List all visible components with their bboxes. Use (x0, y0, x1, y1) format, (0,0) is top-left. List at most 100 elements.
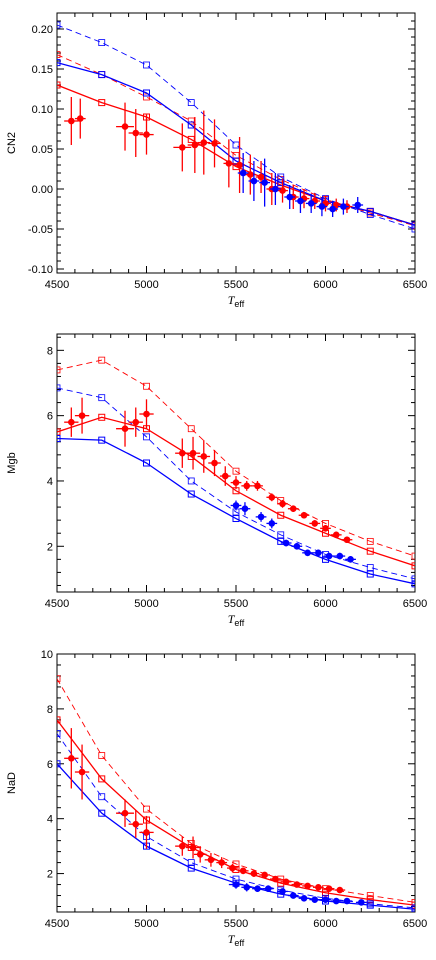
data-point-blue (315, 549, 322, 557)
data-point-blue (347, 556, 354, 563)
model-line-red-dashed (57, 359, 415, 557)
data-point-red (247, 171, 254, 178)
data-point-red (179, 144, 186, 151)
data-point-blue (336, 552, 344, 560)
data-point-red (343, 536, 351, 544)
data-point-red (257, 173, 265, 181)
model-marker-blue (98, 809, 106, 817)
data-point-blue (343, 897, 351, 905)
data-point-blue (325, 552, 333, 560)
x-tick-label: 6500 (403, 279, 427, 291)
y-tick-label: 4 (47, 476, 53, 488)
model-marker-red (57, 428, 61, 436)
y-tick-label: 4 (47, 814, 53, 826)
data-point-blue (354, 201, 362, 209)
data-point-blue (289, 892, 297, 899)
data-point-red (196, 851, 204, 858)
data-point-red (239, 867, 247, 875)
model-marker-blue (411, 575, 415, 583)
y-tick-label: -0.10 (28, 264, 53, 276)
model-marker-blue (98, 394, 106, 402)
data-point-red (78, 412, 86, 419)
data-point-blue (268, 520, 276, 527)
model-line-red-dashed (57, 678, 415, 903)
model-marker-red (57, 51, 61, 58)
data-point-red (332, 531, 340, 539)
data-point-blue (239, 169, 247, 177)
data-point-red (218, 859, 225, 866)
model-marker-blue (366, 570, 374, 578)
data-point-red (189, 844, 197, 851)
data-point-red (143, 829, 150, 836)
plot-frame (56, 653, 416, 913)
model-marker-blue (366, 900, 374, 908)
data-point-red (132, 418, 140, 426)
y-tick-label: 2 (47, 541, 53, 553)
model-line-blue-dashed (57, 24, 415, 230)
data-point-blue (318, 203, 326, 210)
x-tick-label: 4500 (45, 598, 69, 610)
data-point-red (232, 479, 240, 486)
y-tick-label: 2 (47, 869, 53, 881)
data-point-blue (311, 896, 319, 903)
model-marker-red (366, 537, 374, 545)
data-point-red (191, 141, 199, 149)
data-point-red (315, 883, 322, 891)
data-point-red (289, 505, 297, 513)
data-point-red (293, 881, 301, 888)
data-point-blue (329, 205, 336, 213)
model-marker-blue (57, 384, 61, 392)
data-point-red (211, 459, 218, 467)
data-point-blue (250, 177, 258, 185)
data-point-red (207, 856, 215, 864)
model-marker-red (411, 562, 415, 570)
data-point-red (221, 472, 229, 480)
model-marker-red (366, 892, 374, 899)
x-tick-label: 4500 (45, 918, 69, 930)
data-point-red (200, 139, 208, 146)
y-tick-label: 0.10 (32, 104, 53, 116)
plot-frame (56, 12, 416, 274)
data-point-blue (261, 179, 268, 186)
model-marker-blue (57, 760, 61, 768)
data-point-red (132, 129, 140, 137)
model-marker-blue (187, 99, 195, 106)
x-tick-label: 6000 (313, 918, 337, 930)
x-tick-label: 5500 (224, 598, 248, 610)
data-point-blue (232, 502, 240, 509)
x-tick-label: 5000 (134, 598, 158, 610)
model-marker-blue (411, 904, 415, 912)
model-marker-red (143, 382, 150, 390)
data-point-red (325, 885, 333, 892)
plot-area (57, 675, 415, 912)
data-point-red (121, 425, 129, 433)
data-point-red (78, 768, 86, 776)
model-marker-blue (57, 59, 61, 67)
chart-panel-1: 4500 5000 5500 6000 6500 -0.10 -0.05 0.00 0.05 0.… (6, 12, 427, 309)
model-marker-blue (232, 515, 240, 523)
x-tick-label: 6500 (403, 598, 427, 610)
model-marker-blue (57, 21, 61, 29)
model-marker-red (143, 805, 150, 813)
model-marker-blue (277, 173, 285, 181)
model-marker-red (98, 413, 106, 421)
model-marker-blue (187, 864, 195, 872)
data-point-red (68, 117, 75, 125)
data-point-red (261, 871, 268, 879)
model-marker-blue (366, 564, 374, 571)
model-marker-red (98, 775, 106, 783)
model-marker-red (98, 99, 106, 107)
model-line-red-solid (57, 416, 415, 567)
x-axis-label: Teff (228, 612, 245, 628)
data-point-blue (272, 185, 279, 193)
data-point-blue (282, 539, 290, 547)
data-point-red (272, 875, 279, 883)
model-line-red-solid (57, 84, 415, 226)
model-line-red-dashed (57, 54, 415, 227)
x-tick-label: 5000 (134, 918, 158, 930)
data-point-blue (304, 549, 311, 557)
data-point-red (236, 161, 243, 169)
data-point-blue (340, 203, 347, 210)
model-marker-red (366, 547, 374, 555)
